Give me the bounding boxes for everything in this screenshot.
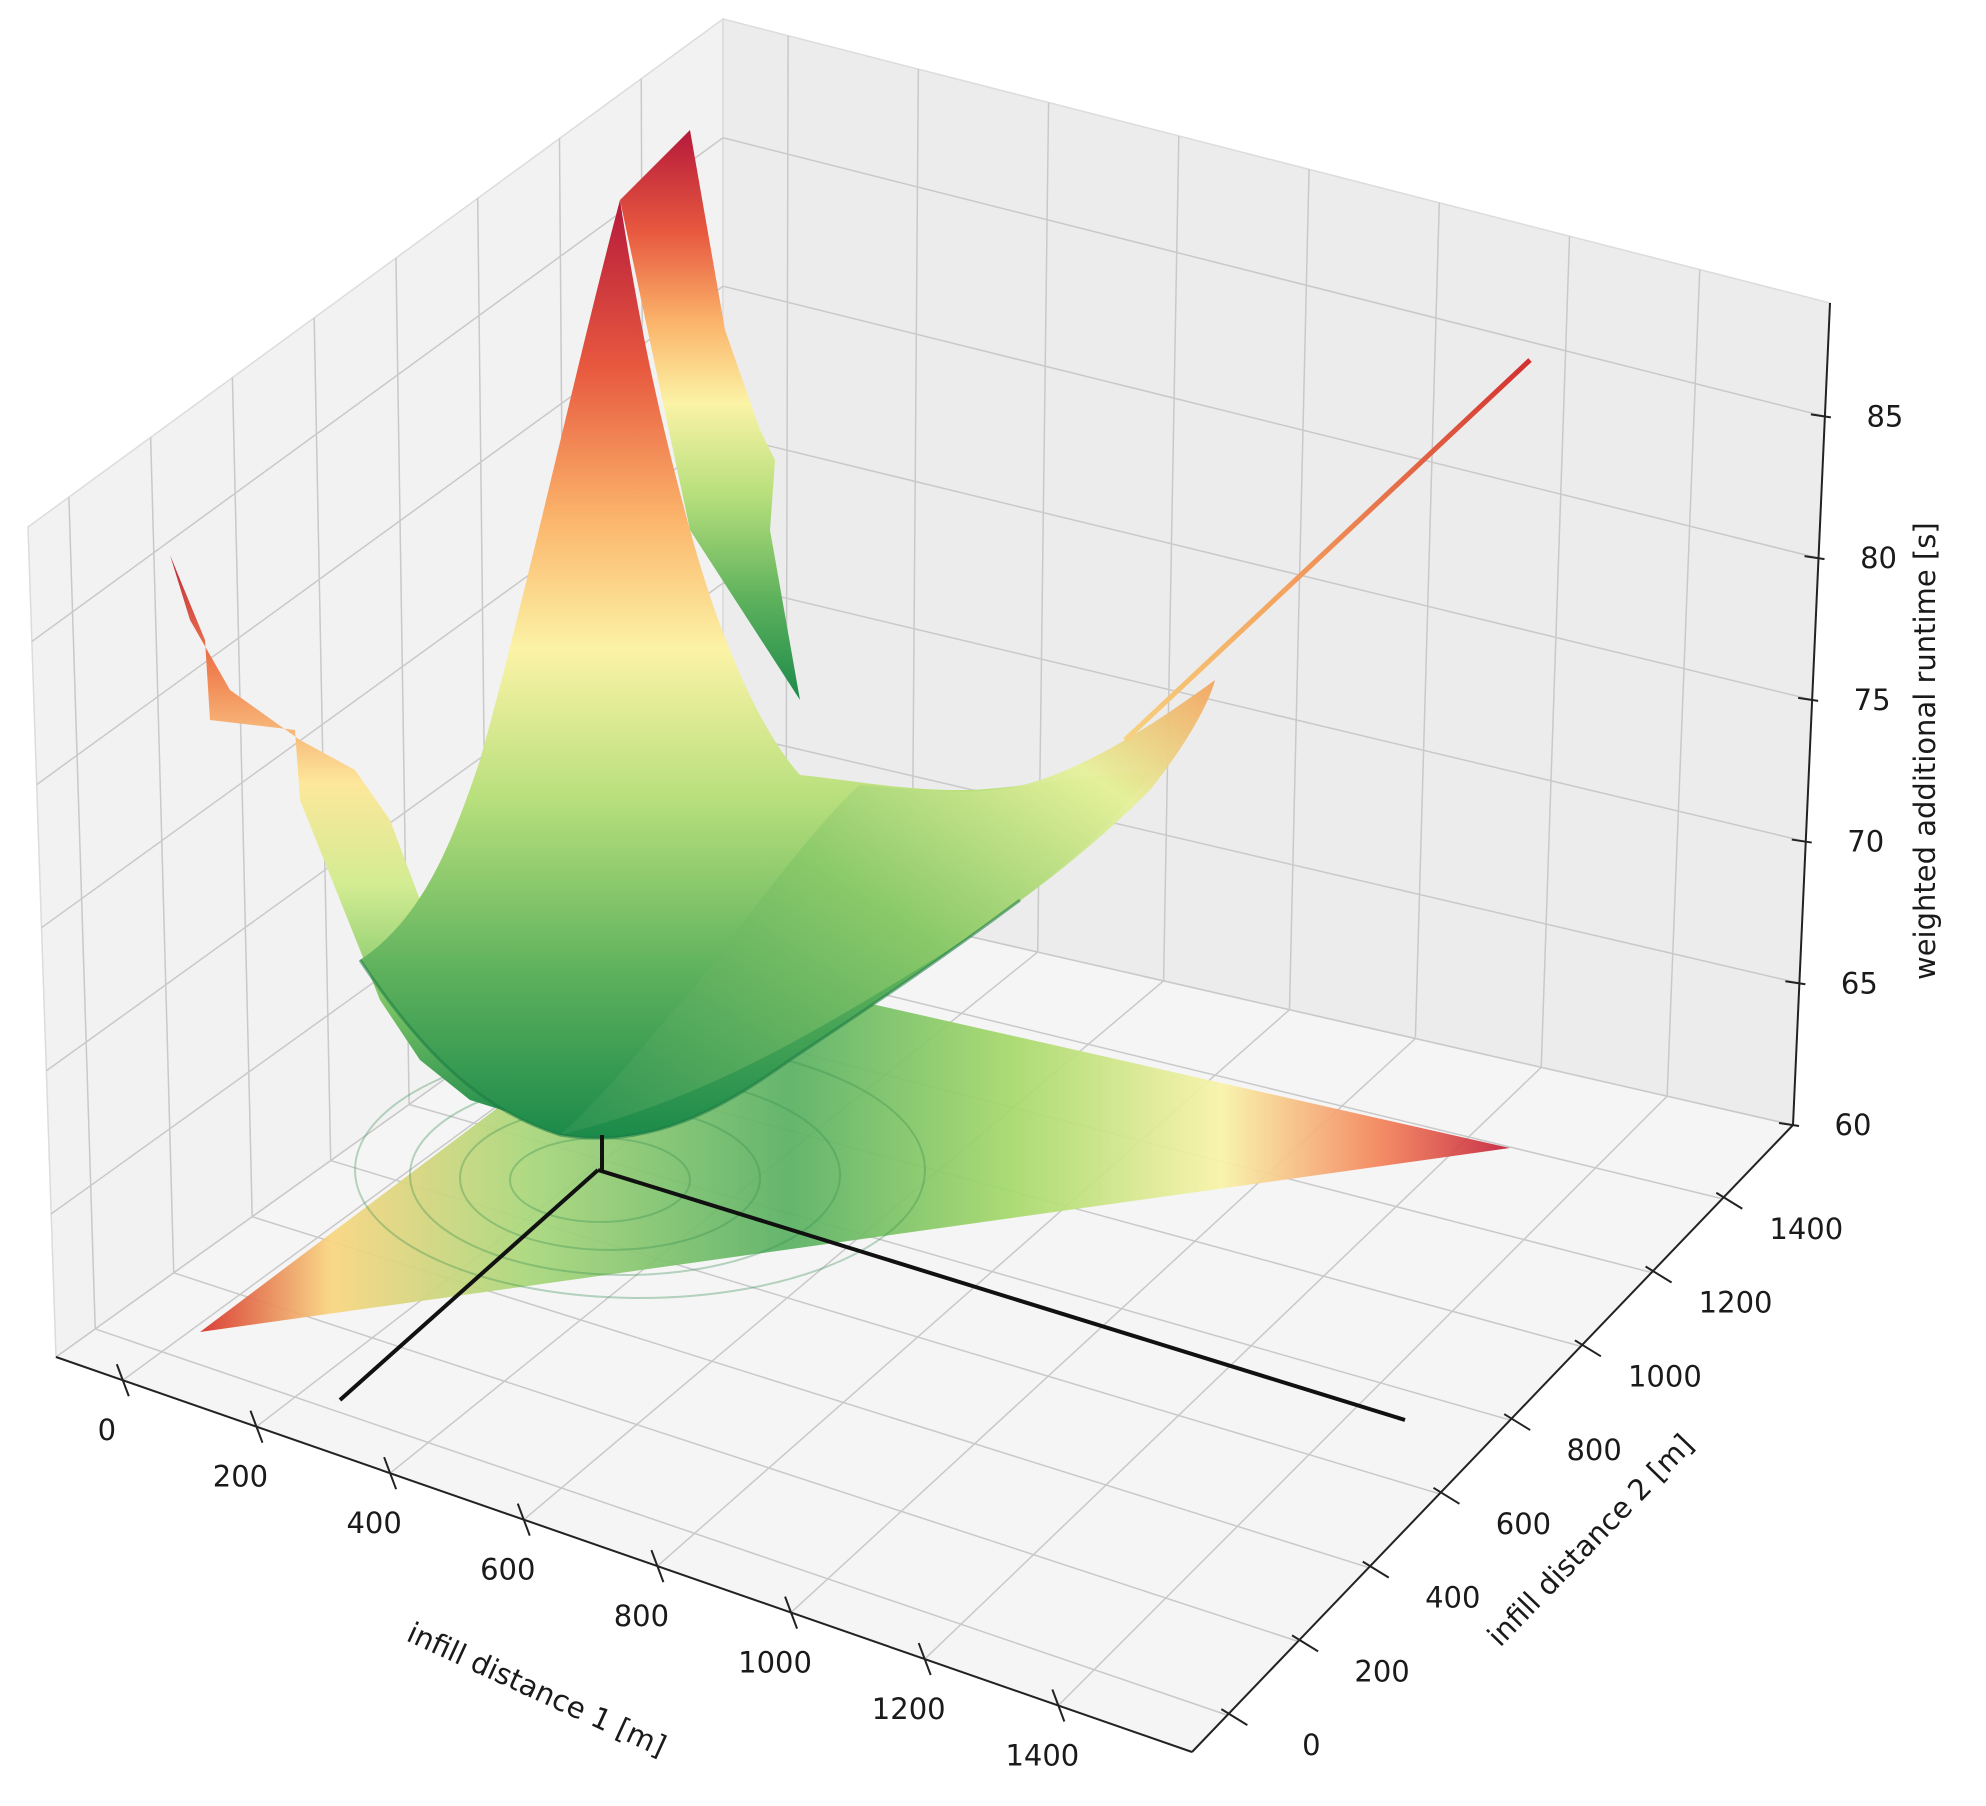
- surface-peak: [620, 130, 800, 700]
- grid-line-y-wall: [313, 317, 332, 1161]
- z-tick: [1791, 838, 1812, 844]
- y-tick-label: 1200: [1699, 1286, 1773, 1320]
- z-tick: [1810, 413, 1832, 419]
- xlabel: infill distance 1 [m]: [402, 1615, 671, 1763]
- grid-line-x-wall: [785, 35, 789, 895]
- z-tick: [1785, 980, 1806, 986]
- z-tick-label: 85: [1866, 399, 1903, 433]
- x-tick-label: 400: [346, 1506, 401, 1540]
- y-tick: [1574, 1339, 1602, 1358]
- grid-line-x-wall: [1666, 269, 1701, 1097]
- y-tick-label: 200: [1354, 1654, 1409, 1688]
- surface-rim: [358, 898, 1021, 1140]
- x-axis-line: [55, 1356, 1193, 1753]
- grid-line-y-wall: [231, 377, 253, 1217]
- surface-right-wing: [560, 680, 1215, 1135]
- z-tick-label: 70: [1847, 825, 1884, 859]
- y-axis-line: [1191, 1124, 1794, 1753]
- z-tick: [1778, 1122, 1800, 1127]
- grid-line-z-back: [722, 582, 1806, 843]
- surface: [170, 130, 1532, 1140]
- surface-ridge-line: [1123, 358, 1532, 742]
- grid-line-y-wall: [68, 497, 96, 1329]
- y-tick: [1645, 1265, 1673, 1284]
- x-tick-label: 0: [98, 1413, 116, 1447]
- grid-line-y: [173, 1272, 1299, 1643]
- z-axis-line: [1792, 302, 1831, 1126]
- y-tick-label: 1400: [1769, 1212, 1843, 1246]
- contour-floor: [200, 963, 1510, 1332]
- x-tick-label: 1000: [738, 1646, 812, 1680]
- y-tick: [1503, 1413, 1531, 1431]
- x-tick-label: 800: [614, 1599, 669, 1633]
- y-tick: [1432, 1486, 1460, 1505]
- z-tick-label: 80: [1860, 541, 1897, 575]
- grid-line-z-back: [722, 730, 1800, 985]
- marker-line-d1: [338, 1168, 600, 1402]
- y-tick-label: 400: [1425, 1581, 1480, 1615]
- grid-line-x-wall: [1540, 236, 1571, 1068]
- z-tick-label: 60: [1835, 1108, 1872, 1142]
- grid-line-x-wall: [911, 69, 920, 924]
- z-tick: [1797, 696, 1819, 702]
- x-tick-label: 600: [480, 1553, 535, 1587]
- grid-line-x-wall: [1288, 169, 1310, 1010]
- grid-line-x: [924, 1066, 1542, 1660]
- grid-line-x-wall: [1414, 202, 1441, 1039]
- marker-line-d2: [597, 1168, 1406, 1422]
- grid-line-x: [1057, 1095, 1668, 1707]
- grid-line-y-wall: [149, 437, 175, 1273]
- z-tick-label: 75: [1854, 683, 1891, 717]
- x-tick-label: 1400: [1005, 1739, 1079, 1773]
- x-tick-label: 1200: [872, 1692, 946, 1726]
- axes: [55, 302, 1832, 1753]
- grid-line-y: [94, 1328, 1228, 1716]
- grid-line-z-back: [722, 285, 1819, 559]
- x-tick-label: 200: [213, 1460, 268, 1494]
- minimum-marker: [338, 1135, 1406, 1422]
- grid-line-z-back: [722, 433, 1813, 701]
- y-tick: [1362, 1560, 1390, 1579]
- y-tick-label: 600: [1496, 1507, 1551, 1541]
- grid-line-z-left: [31, 137, 724, 643]
- z-tick-label: 65: [1841, 966, 1878, 1000]
- y-tick-label: 1000: [1628, 1359, 1702, 1393]
- z-tick: [1804, 555, 1825, 561]
- grid-line-z-back: [722, 137, 1826, 418]
- y-tick: [1291, 1634, 1319, 1653]
- zlabel: weighted additional runtime [s]: [1908, 522, 1942, 980]
- y-tick: [1715, 1191, 1743, 1210]
- tick-labels: 0 200 400 600 800 1000 1200 1400 0 200 400 600 800 10…: [98, 399, 1904, 1772]
- y-tick-label: 800: [1566, 1433, 1621, 1467]
- y-tick-label: 0: [1302, 1728, 1320, 1762]
- y-tick: [1220, 1708, 1248, 1726]
- grid-line-x-wall: [1162, 135, 1180, 981]
